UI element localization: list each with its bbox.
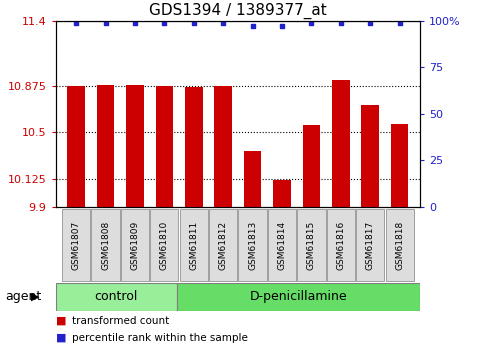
Text: GSM61814: GSM61814 [278,220,286,269]
Bar [126,85,144,207]
Text: ■: ■ [56,333,66,343]
Text: GSM61811: GSM61811 [189,220,198,269]
FancyBboxPatch shape [268,208,296,282]
Point [308,20,315,25]
Bar [214,86,232,207]
Text: GSM61810: GSM61810 [160,220,169,269]
Text: GSM61809: GSM61809 [130,220,140,269]
FancyBboxPatch shape [209,208,237,282]
Point [160,20,168,25]
Text: GSM61815: GSM61815 [307,220,316,269]
Bar [273,180,291,207]
Text: ■: ■ [56,316,66,326]
Point [366,20,374,25]
FancyBboxPatch shape [385,208,414,282]
Point [219,20,227,25]
FancyBboxPatch shape [62,208,90,282]
Bar [332,80,350,207]
FancyBboxPatch shape [297,208,326,282]
Text: GSM61818: GSM61818 [395,220,404,269]
FancyBboxPatch shape [177,283,420,310]
Bar [185,87,202,207]
Text: control: control [95,290,138,303]
Bar [244,151,261,207]
Bar [391,125,409,207]
Point [396,20,403,25]
Title: GDS1394 / 1389377_at: GDS1394 / 1389377_at [149,3,327,19]
Bar [361,105,379,207]
Bar [156,86,173,207]
Text: GSM61808: GSM61808 [101,220,110,269]
Point [131,20,139,25]
Text: GSM61813: GSM61813 [248,220,257,269]
Point [249,23,256,29]
Text: GSM61816: GSM61816 [336,220,345,269]
FancyBboxPatch shape [239,208,267,282]
Bar [97,85,114,207]
FancyBboxPatch shape [356,208,384,282]
FancyBboxPatch shape [327,208,355,282]
Text: GSM61812: GSM61812 [219,220,227,269]
Text: D-penicillamine: D-penicillamine [250,290,347,303]
Text: percentile rank within the sample: percentile rank within the sample [72,333,248,343]
Point [337,20,345,25]
Point [278,23,286,29]
Text: transformed count: transformed count [72,316,170,326]
FancyBboxPatch shape [121,208,149,282]
Point [72,20,80,25]
Text: GSM61807: GSM61807 [71,220,81,269]
Point [190,20,198,25]
Text: agent: agent [5,290,41,303]
FancyBboxPatch shape [91,208,120,282]
FancyBboxPatch shape [150,208,179,282]
FancyBboxPatch shape [180,208,208,282]
Bar [67,86,85,207]
Point [102,20,110,25]
Text: ▶: ▶ [31,292,40,302]
Text: GSM61817: GSM61817 [366,220,375,269]
Bar [302,125,320,207]
FancyBboxPatch shape [56,283,177,310]
